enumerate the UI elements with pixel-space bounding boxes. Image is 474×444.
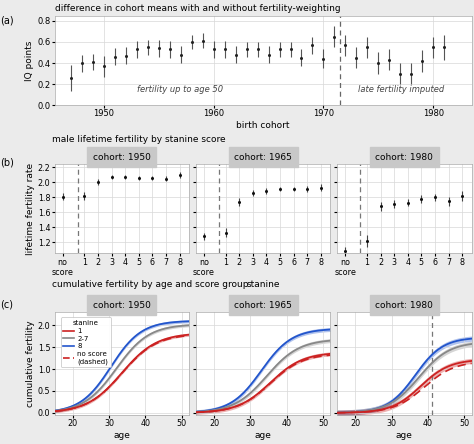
X-axis label: stanine: stanine bbox=[246, 280, 280, 289]
Text: (c): (c) bbox=[0, 300, 13, 310]
X-axis label: age: age bbox=[113, 431, 130, 440]
Y-axis label: cumulative fertility: cumulative fertility bbox=[26, 320, 35, 407]
Text: cumulative fertility by age and score group: cumulative fertility by age and score gr… bbox=[52, 280, 248, 289]
Text: male lifetime fertility by stanine score: male lifetime fertility by stanine score bbox=[52, 135, 226, 144]
Title: cohort: 1980: cohort: 1980 bbox=[375, 153, 433, 162]
Text: fertility up to age 50: fertility up to age 50 bbox=[137, 85, 223, 94]
Title: cohort: 1950: cohort: 1950 bbox=[93, 301, 151, 310]
Title: cohort: 1965: cohort: 1965 bbox=[234, 153, 292, 162]
Text: late fertility imputed: late fertility imputed bbox=[357, 85, 444, 94]
Title: cohort: 1950: cohort: 1950 bbox=[93, 153, 151, 162]
Y-axis label: IQ points: IQ points bbox=[25, 40, 34, 81]
X-axis label: age: age bbox=[396, 431, 413, 440]
Text: (a): (a) bbox=[0, 16, 14, 26]
Text: (b): (b) bbox=[0, 158, 14, 168]
Title: cohort: 1980: cohort: 1980 bbox=[375, 301, 433, 310]
Title: cohort: 1965: cohort: 1965 bbox=[234, 301, 292, 310]
X-axis label: age: age bbox=[255, 431, 272, 440]
Text: difference in cohort means with and without fertility-weighting: difference in cohort means with and with… bbox=[55, 4, 340, 13]
Y-axis label: lifetime fertility rate: lifetime fertility rate bbox=[26, 163, 35, 255]
X-axis label: birth cohort: birth cohort bbox=[237, 121, 290, 130]
Legend: 1, 2-7, 8, no score
(dashed): 1, 2-7, 8, no score (dashed) bbox=[61, 317, 111, 368]
